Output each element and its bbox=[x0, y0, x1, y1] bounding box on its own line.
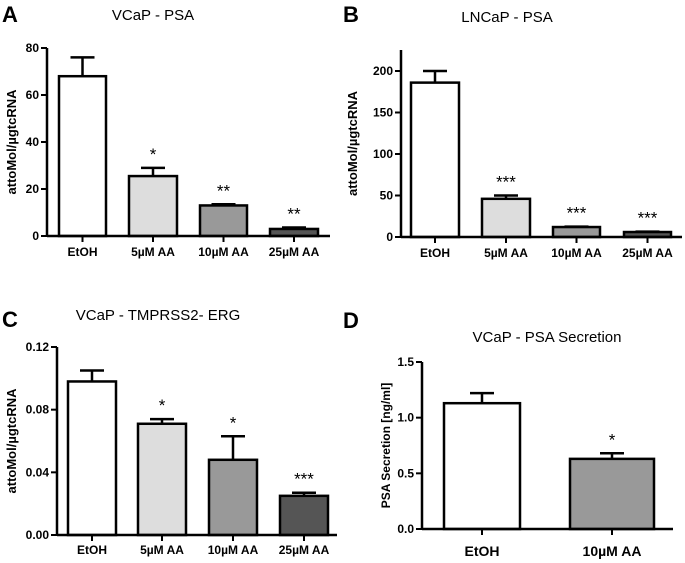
y-axis-label: attoMol/µgtcRNA bbox=[345, 90, 360, 196]
panel-label: A bbox=[2, 2, 18, 27]
x-tick-label: EtOH bbox=[465, 543, 500, 559]
significance-marker: ** bbox=[217, 181, 231, 200]
y-tick-label: 20 bbox=[26, 182, 40, 196]
panel-B: B LNCaP - PSA attoMol/µgtcRNA EtOH *** 5µM AA… bbox=[343, 2, 682, 260]
bar-10µM AA bbox=[207, 458, 259, 537]
y-tick-label: 1.0 bbox=[397, 411, 414, 425]
significance-marker: * bbox=[150, 145, 157, 164]
y-axis-label: attoMol/µgtcRNA bbox=[4, 388, 19, 494]
bar-10µM AA bbox=[568, 457, 656, 531]
panel-label: C bbox=[2, 307, 18, 332]
x-tick-label: EtOH bbox=[420, 246, 450, 260]
y-tick-label: 0.12 bbox=[26, 340, 50, 354]
y-tick-label: 0.0 bbox=[397, 522, 414, 536]
x-tick-label: 25µM AA bbox=[622, 246, 673, 260]
bar-EtOH bbox=[57, 74, 108, 238]
x-tick-label: 5µM AA bbox=[131, 245, 175, 259]
bar-10µM AA bbox=[198, 204, 249, 238]
significance-marker: * bbox=[159, 396, 166, 415]
y-tick-label: 150 bbox=[373, 106, 393, 120]
x-tick-label: 10µM AA bbox=[551, 246, 602, 260]
bar-EtOH bbox=[442, 401, 522, 531]
bar-5µM AA bbox=[136, 422, 188, 537]
y-tick-label: 80 bbox=[26, 41, 40, 55]
bar-10µM AA bbox=[551, 225, 602, 239]
x-tick-label: 5µM AA bbox=[140, 543, 184, 557]
bar-5µM AA bbox=[480, 197, 532, 239]
y-tick-label: 40 bbox=[26, 135, 40, 149]
panel-D: D VCaP - PSA Secretion PSA Secretion [ng/m… bbox=[343, 308, 673, 559]
panel-A: A VCaP - PSA attoMol/µgtcRNA EtOH * 5µM AA ** 1… bbox=[2, 2, 330, 259]
chart-title: VCaP - PSA bbox=[112, 7, 194, 24]
x-tick-label: 10µM AA bbox=[208, 543, 259, 557]
y-tick-label: 0 bbox=[32, 229, 39, 243]
significance-marker: *** bbox=[294, 470, 314, 489]
x-tick-label: 25µM AA bbox=[279, 543, 330, 557]
x-tick-label: EtOH bbox=[77, 543, 107, 557]
y-tick-label: 1.5 bbox=[397, 355, 414, 369]
x-tick-label: 10µM AA bbox=[583, 543, 642, 559]
y-tick-label: 0.00 bbox=[26, 528, 50, 542]
chart-title: VCaP - PSA Secretion bbox=[473, 329, 622, 346]
bar-EtOH bbox=[409, 81, 461, 239]
bar-5µM AA bbox=[127, 174, 179, 238]
significance-marker: ** bbox=[287, 205, 301, 224]
y-tick-label: 200 bbox=[373, 64, 393, 78]
y-tick-label: 0 bbox=[386, 230, 393, 244]
y-axis-label: PSA Secretion [ng/ml] bbox=[379, 383, 393, 509]
significance-marker: *** bbox=[496, 173, 516, 192]
x-tick-label: 5µM AA bbox=[484, 246, 528, 260]
y-tick-label: 100 bbox=[373, 147, 393, 161]
chart-title: LNCaP - PSA bbox=[461, 9, 552, 26]
panel-label: B bbox=[343, 2, 359, 27]
bar-25µM AA bbox=[278, 494, 330, 537]
panel-label: D bbox=[343, 308, 359, 333]
significance-marker: *** bbox=[638, 209, 658, 228]
y-tick-label: 50 bbox=[380, 189, 394, 203]
significance-marker: * bbox=[230, 413, 237, 432]
bar-EtOH bbox=[66, 380, 118, 537]
significance-marker: *** bbox=[567, 204, 587, 223]
x-tick-label: EtOH bbox=[68, 245, 98, 259]
x-tick-label: 10µM AA bbox=[198, 245, 249, 259]
y-tick-label: 0.08 bbox=[26, 403, 50, 417]
x-tick-label: 25µM AA bbox=[269, 245, 320, 259]
y-tick-label: 60 bbox=[26, 88, 40, 102]
y-tick-label: 0.04 bbox=[26, 465, 50, 479]
panel-C: C VCaP - TMPRSS2- ERG attoMol/µgtcRNA EtOH *… bbox=[2, 307, 337, 557]
chart-title: VCaP - TMPRSS2- ERG bbox=[76, 307, 241, 324]
significance-marker: * bbox=[609, 430, 616, 449]
y-axis-label: attoMol/µgtcRNA bbox=[4, 89, 19, 195]
y-tick-label: 0.5 bbox=[397, 466, 414, 480]
